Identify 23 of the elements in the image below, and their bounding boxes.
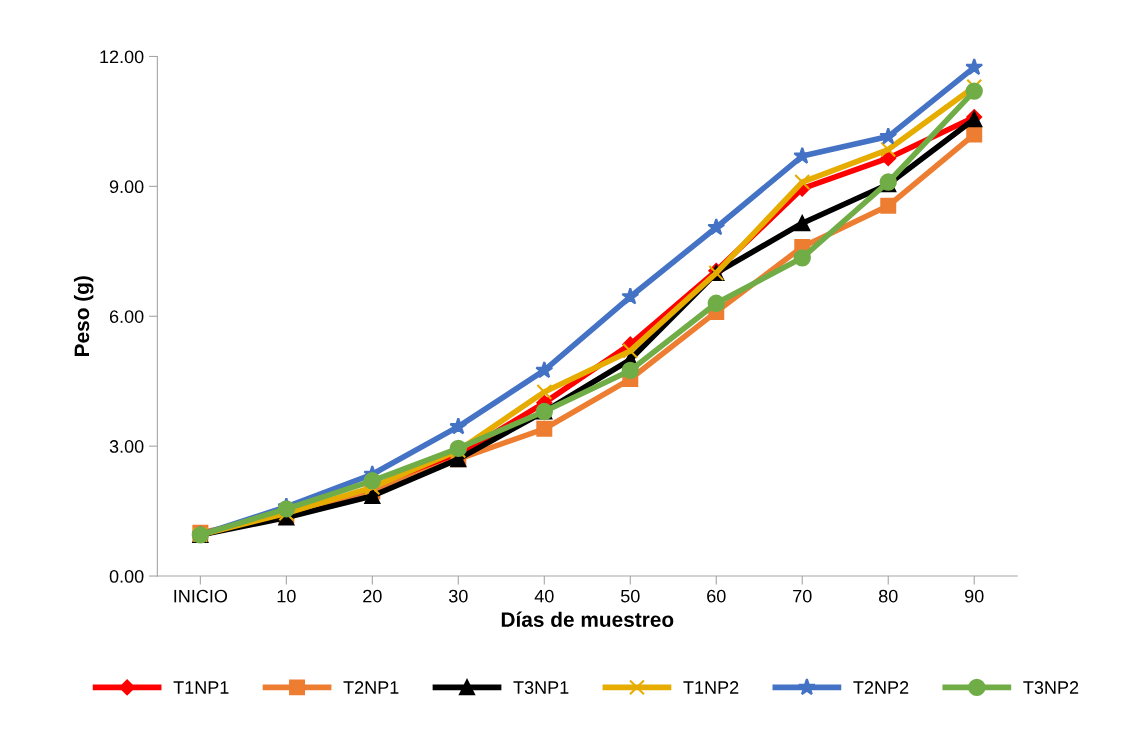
y-tick-label: 0.00 [109,569,144,583]
x-tick-label: 10 [277,589,296,603]
y-tick-label: 6.00 [109,310,144,323]
y-axis-title: Peso (g) [73,276,94,356]
legend-label: T3NP1 [513,681,569,694]
y-tick-label: 12.00 [100,50,144,64]
y-tick-label: 3.00 [109,440,144,453]
x-tick-label: 60 [707,589,726,603]
legend-label: T1NP2 [683,681,739,694]
x-tick-label: 40 [534,589,554,603]
x-tick-label: 70 [793,589,812,603]
x-axis-title: Días de muestreo [501,611,674,627]
x-tick-label: 30 [448,589,468,603]
x-tick-label: 50 [620,589,640,603]
legend-label: T3NP2 [1023,681,1079,694]
x-tick-label: 80 [878,589,898,603]
x-tick-label: 20 [363,589,382,603]
x-tick-label: INICIO [174,589,228,603]
legend-label: T2NP1 [343,681,399,694]
x-tick-label: 90 [965,589,984,603]
legend-label: T2NP2 [853,681,909,694]
y-tick-label: 9.00 [109,180,144,194]
legend-label: T1NP1 [173,681,229,694]
